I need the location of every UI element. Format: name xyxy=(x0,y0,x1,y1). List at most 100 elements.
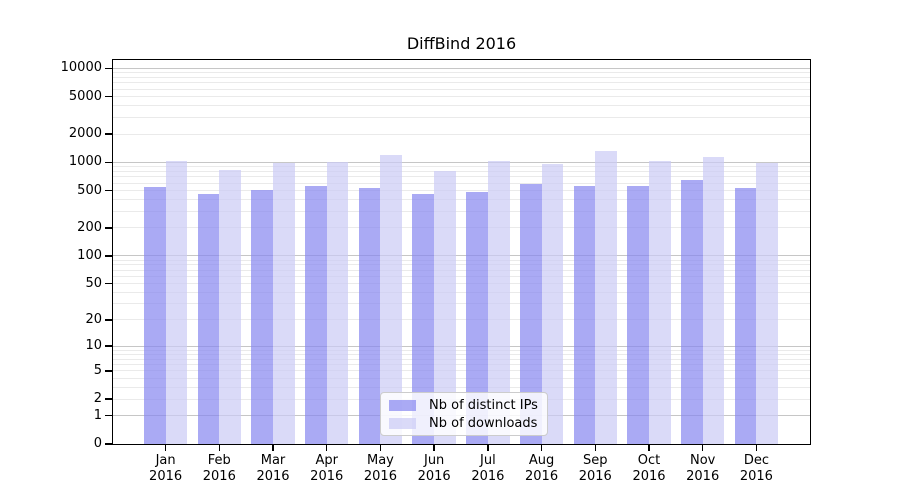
x-tick-month: May xyxy=(366,453,394,468)
y-tick-label: 5 xyxy=(93,362,102,378)
x-tick-month: Mar xyxy=(260,453,286,468)
chart-title: DiffBind 2016 xyxy=(406,34,517,53)
gridline-minor xyxy=(113,353,810,355)
bar-downloads-dec xyxy=(756,162,779,444)
y-tick-mark xyxy=(105,414,112,417)
gridline-minor xyxy=(113,82,810,84)
bar-distinct-ips-aug xyxy=(519,183,542,444)
bar-distinct-ips-apr xyxy=(305,185,327,444)
x-tick-month: Dec xyxy=(743,453,769,468)
bar-distinct-ips-jun xyxy=(412,193,435,444)
gridline-minor xyxy=(113,227,810,229)
y-tick-mark xyxy=(105,227,112,229)
x-tick-mark xyxy=(701,444,704,451)
y-tick-label: 5000 xyxy=(68,88,102,104)
legend-swatch-distinct-ips xyxy=(389,399,416,411)
x-tick-label: Jul 2016 xyxy=(456,453,520,485)
x-tick-month: Oct xyxy=(637,453,661,468)
x-tick-month: Nov xyxy=(690,453,716,468)
x-tick-label: Feb 2016 xyxy=(187,453,251,485)
x-tick-month: Apr xyxy=(315,453,338,468)
y-tick-mark xyxy=(105,255,112,257)
gridline-minor xyxy=(113,117,810,119)
gridline-minor xyxy=(113,88,810,90)
gridline-major xyxy=(113,67,810,69)
legend: Nb of distinct IPs Nb of downloads xyxy=(380,392,548,436)
bar-downloads-apr xyxy=(326,161,349,444)
legend-item-distinct-ips: Nb of distinct IPs xyxy=(381,396,547,414)
legend-label: Nb of distinct IPs xyxy=(429,397,538,413)
gridline-minor xyxy=(113,72,810,74)
x-tick-mark xyxy=(218,444,221,451)
y-tick-mark xyxy=(105,161,112,164)
legend-label: Nb of downloads xyxy=(429,415,538,431)
bar-downloads-feb xyxy=(219,169,241,444)
y-tick-mark xyxy=(105,189,112,192)
x-tick-mark xyxy=(648,444,650,451)
y-tick-mark xyxy=(105,95,112,98)
x-tick-label: Apr 2016 xyxy=(295,453,359,485)
gridline-minor xyxy=(113,275,810,277)
x-tick-year: 2016 xyxy=(202,469,236,484)
x-tick-mark xyxy=(540,444,543,451)
y-tick-label: 10000 xyxy=(60,60,102,76)
gridline-minor xyxy=(113,269,810,271)
gridline-major xyxy=(113,345,810,347)
bar-downloads-sep xyxy=(595,150,617,444)
plot-area xyxy=(112,59,811,445)
bar-distinct-ips-mar xyxy=(251,189,273,444)
bar-distinct-ips-jul xyxy=(466,191,488,444)
x-tick-month: Jan xyxy=(155,453,176,468)
bar-distinct-ips-may xyxy=(358,188,381,444)
bar-distinct-ips-jan xyxy=(143,186,166,444)
y-tick-label: 10 xyxy=(85,338,102,354)
x-tick-year: 2016 xyxy=(256,469,290,484)
gridline-minor xyxy=(113,96,810,98)
x-tick-label: Nov 2016 xyxy=(671,453,735,485)
gridline-minor xyxy=(113,283,810,285)
x-tick-mark xyxy=(433,444,435,451)
bar-downloads-aug xyxy=(541,163,564,444)
y-tick-label: 100 xyxy=(77,247,102,263)
bar-distinct-ips-feb xyxy=(197,193,220,444)
x-tick-label: Dec 2016 xyxy=(724,453,788,485)
x-tick-month: Sep xyxy=(583,453,608,468)
y-tick-label: 1000 xyxy=(68,154,102,170)
x-tick-mark xyxy=(272,444,274,451)
gridline-minor xyxy=(113,377,810,379)
x-tick-year: 2016 xyxy=(632,469,666,484)
y-tick-label: 1 xyxy=(93,407,102,423)
bar-distinct-ips-dec xyxy=(734,187,757,444)
x-tick-mark xyxy=(325,444,328,451)
x-tick-year: 2016 xyxy=(578,469,612,484)
gridline-minor xyxy=(113,170,810,172)
y-tick-mark xyxy=(105,282,112,285)
bar-downloads-may xyxy=(380,154,403,444)
gridline-minor xyxy=(113,133,810,135)
bar-distinct-ips-oct xyxy=(627,185,649,444)
gridline-minor xyxy=(113,210,810,212)
gridline-minor xyxy=(113,105,810,107)
bar-downloads-jun xyxy=(434,170,456,444)
x-tick-year: 2016 xyxy=(471,469,505,484)
legend-swatch-downloads xyxy=(389,417,416,429)
gridline-minor xyxy=(113,319,810,321)
x-tick-label: Jan 2016 xyxy=(134,453,198,485)
y-tick-mark xyxy=(105,133,112,135)
x-tick-year: 2016 xyxy=(310,469,344,484)
bar-downloads-oct xyxy=(648,161,671,444)
gridline-minor xyxy=(113,190,810,191)
x-tick-mark xyxy=(594,444,597,451)
gridline-minor xyxy=(113,349,810,351)
x-tick-label: Aug 2016 xyxy=(510,453,574,485)
x-tick-month: Feb xyxy=(207,453,231,468)
x-tick-label: Jun 2016 xyxy=(402,453,466,485)
y-tick-label: 2 xyxy=(93,391,102,407)
x-tick-label: Oct 2016 xyxy=(617,453,681,485)
x-tick-month: Jun xyxy=(423,453,445,468)
x-tick-label: Mar 2016 xyxy=(241,453,305,485)
gridline-minor xyxy=(113,364,810,366)
x-tick-month: Jul xyxy=(480,453,496,468)
x-tick-mark xyxy=(164,444,167,451)
gridline-minor xyxy=(113,358,810,360)
